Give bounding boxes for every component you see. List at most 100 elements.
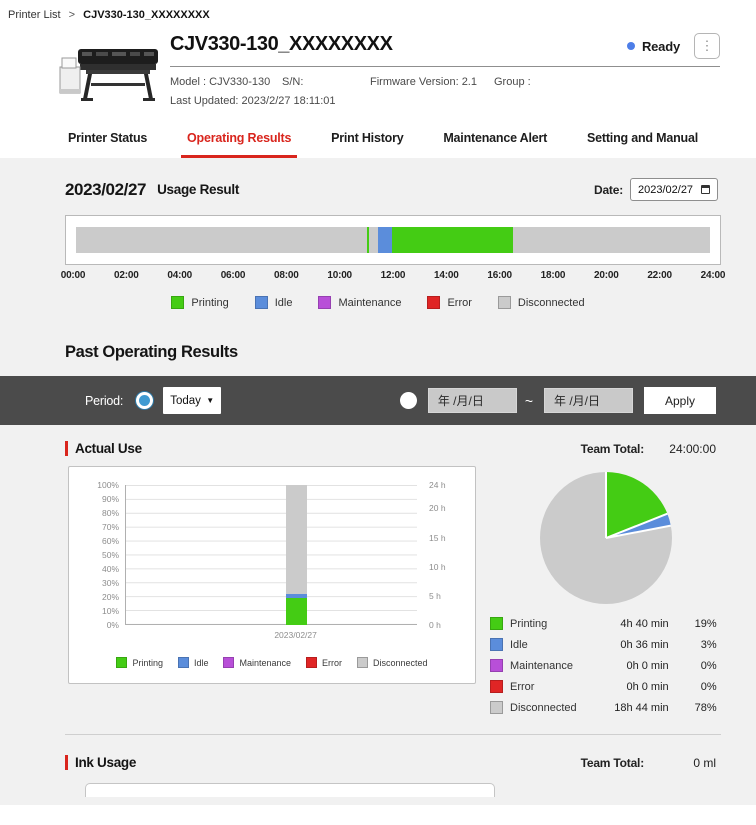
- team-total-label: Team Total:: [580, 755, 645, 770]
- bar-left-tick-label: 50%: [101, 550, 119, 560]
- team-total-value: 24:00:00: [669, 441, 716, 456]
- row-time: 0h 36 min: [620, 638, 669, 651]
- legend-maintenance: Maintenance: [338, 296, 402, 309]
- past-operating-results-title: Past Operating Results: [65, 343, 238, 361]
- timeline-ticks: 00:00 02:00 04:00 06:00 08:00 10:00 12:00 14:00…: [56, 270, 730, 281]
- tab-printer-status[interactable]: Printer Status: [68, 131, 148, 145]
- error-swatch-icon: [306, 657, 318, 668]
- timeline-tick-label: 00:00: [60, 270, 86, 281]
- calendar-icon[interactable]: [701, 185, 710, 194]
- bar-chart-right-axis: 24 h 20 h 15 h 10 h 5 h 0 h: [423, 480, 463, 630]
- timeline-segment-printing: [391, 227, 514, 253]
- tab-print-history[interactable]: Print History: [331, 131, 404, 145]
- breadcrumb-printer-list-link[interactable]: Printer List: [8, 9, 61, 21]
- bar-right-tick-label: 10 h: [429, 561, 446, 572]
- apply-button[interactable]: Apply: [644, 387, 716, 414]
- legend-printing: Printing: [191, 296, 229, 309]
- status-dot-icon: [626, 42, 635, 50]
- row-pct: 19%: [694, 617, 717, 630]
- bar-segment-disconnected: [285, 485, 307, 595]
- legend-disconnected: Disconnected: [373, 657, 428, 668]
- bar-right-tick-label: 15 h: [429, 532, 446, 543]
- actual-use-pie-section: Printing 4h 40 min 19% Idle 0h 36 min 3% Mai…: [476, 466, 733, 718]
- legend-printing: Printing: [132, 657, 163, 668]
- timeline-tick-label: 10:00: [327, 270, 352, 281]
- period-filter-bar: Period: Today ▼ 年 /月/日 ~ 年 /月/日 Apply: [0, 376, 756, 425]
- bar-left-tick-label: 70%: [101, 522, 119, 532]
- tab-maintenance-alert[interactable]: Maintenance Alert: [443, 131, 548, 145]
- period-label: Period:: [85, 393, 124, 408]
- usage-result-date: 2023/02/27: [65, 179, 147, 199]
- timeline-tick-label: 24:00: [700, 270, 726, 281]
- bar-right-tick-label: 0 h: [429, 620, 441, 630]
- error-swatch-icon: [427, 296, 441, 309]
- team-total-label: Team Total:: [580, 441, 645, 456]
- date-picker-input[interactable]: 2023/02/27: [630, 178, 718, 201]
- timeline-segment-printing: [366, 227, 370, 253]
- maintenance-swatch-icon: [490, 659, 503, 672]
- timeline-segment-idle: [377, 227, 392, 253]
- bar-right-tick-label: 24 h: [429, 480, 446, 490]
- bar-left-tick-label: 0%: [106, 620, 119, 630]
- breadcrumb: Printer List > CJV330-130_XXXXXXXX: [0, 0, 756, 21]
- group-label: Group :: [494, 76, 531, 88]
- section-marker: [65, 441, 68, 456]
- actual-use-title: Actual Use: [75, 441, 142, 456]
- row-label: Printing: [510, 617, 548, 630]
- stacked-bar: [285, 485, 307, 625]
- tab-operating-results[interactable]: Operating Results: [181, 123, 298, 158]
- bar-right-tick-label: 5 h: [429, 590, 441, 601]
- row-time: 18h 44 min: [614, 701, 669, 714]
- row-label: Error: [510, 680, 535, 693]
- chevron-down-icon: ▼: [206, 396, 215, 405]
- breadcrumb-separator: >: [68, 9, 76, 21]
- legend-idle: Idle: [274, 296, 293, 309]
- actual-use-bar-chart: 100% 90% 80% 70% 60% 50% 40% 30% 20% 10% 0% 24 h 20…: [68, 466, 476, 684]
- bar-chart-left-axis: 100% 90% 80% 70% 60% 50% 40% 30% 20% 10% 0%: [79, 480, 119, 630]
- timeline-legend: Printing Idle Maintenance Error Disconne…: [0, 296, 756, 309]
- bar-left-tick-label: 30%: [101, 578, 119, 588]
- firmware-label: Firmware Version: 2.1: [370, 76, 477, 88]
- table-row: Idle 0h 36 min 3%: [490, 634, 717, 655]
- row-pct: 78%: [694, 701, 717, 714]
- maintenance-swatch-icon: [318, 296, 332, 309]
- status-badge: Ready: [626, 38, 680, 54]
- period-range-radio[interactable]: [399, 392, 417, 409]
- section-marker: [65, 755, 68, 770]
- bar-left-tick-label: 20%: [101, 592, 119, 602]
- usage-timeline-chart: [65, 215, 721, 265]
- section-divider: [65, 734, 721, 735]
- pie-stats-table: Printing 4h 40 min 19% Idle 0h 36 min 3% Mai…: [490, 613, 717, 718]
- last-updated: Last Updated: 2023/2/27 18:11:01: [170, 95, 336, 107]
- disconnected-swatch-icon: [497, 296, 511, 309]
- bar-left-tick-label: 10%: [101, 606, 119, 616]
- date-picker-value: 2023/02/27: [638, 183, 694, 196]
- usage-result-title: Usage Result: [157, 182, 240, 197]
- period-preset-radio[interactable]: [136, 392, 154, 409]
- row-time: 0h 0 min: [626, 659, 669, 672]
- tab-setting-and-manual[interactable]: Setting and Manual: [586, 131, 698, 145]
- timeline-tick-label: 22:00: [647, 270, 672, 281]
- bar-left-tick-label: 90%: [101, 494, 119, 504]
- range-to-input[interactable]: 年 /月/日: [544, 388, 633, 413]
- legend-error: Error: [447, 296, 472, 309]
- timeline-tick-label: 12:00: [380, 270, 406, 281]
- period-preset-select[interactable]: Today ▼: [163, 387, 222, 414]
- serial-label: S/N:: [282, 76, 304, 88]
- kebab-menu-button[interactable]: ⋮: [694, 33, 720, 59]
- range-from-input[interactable]: 年 /月/日: [427, 388, 517, 413]
- idle-swatch-icon: [254, 296, 268, 309]
- bar-segment-idle: [285, 594, 307, 599]
- table-row: Printing 4h 40 min 19%: [490, 613, 717, 634]
- bar-segment-printing: [285, 598, 307, 625]
- period-preset-value: Today: [170, 394, 201, 407]
- row-pct: 3%: [700, 638, 717, 651]
- table-row: Disconnected 18h 44 min 78%: [490, 697, 717, 718]
- tab-bar: Printer Status Operating Results Print H…: [0, 123, 756, 158]
- timeline-tick-label: 16:00: [487, 270, 512, 281]
- bar-left-tick-label: 60%: [101, 536, 119, 546]
- timeline-tick-label: 18:00: [540, 270, 566, 281]
- status-label: Ready: [641, 38, 680, 54]
- content-area: 2023/02/27 Usage Result Date: 2023/02/27…: [0, 158, 756, 805]
- page-title: CJV330-130_XXXXXXXX: [170, 33, 393, 55]
